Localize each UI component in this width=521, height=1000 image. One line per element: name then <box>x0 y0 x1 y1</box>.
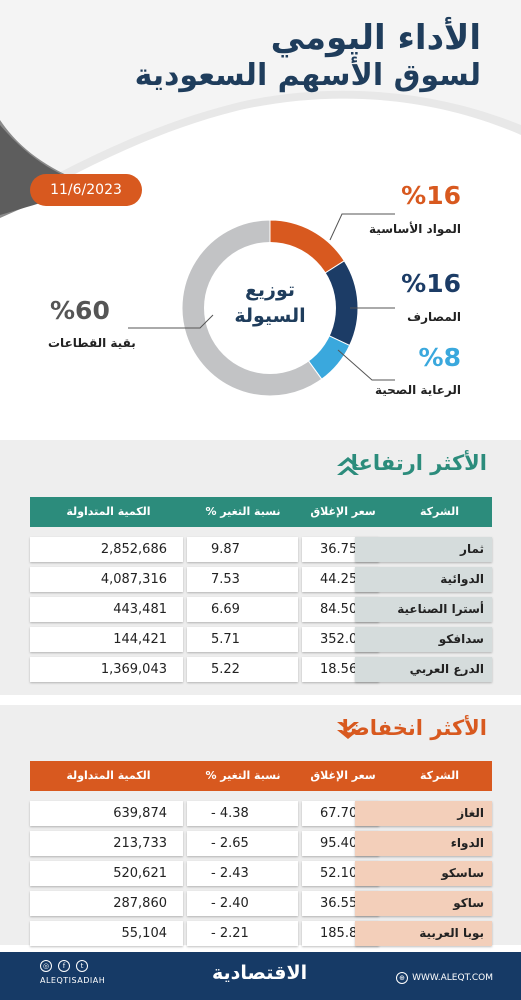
volume-cell: 4,087,316 <box>30 567 183 592</box>
globe-icon: ⊕ <box>396 972 409 984</box>
pct-basic-materials: %16 <box>401 181 461 210</box>
change-cell: - 2.21 <box>187 921 298 946</box>
liquidity-donut <box>181 219 359 397</box>
volume-cell: 443,481 <box>30 597 183 622</box>
gainers-title: الأكثر ارتفاعا <box>350 451 487 475</box>
label-basic-materials: المواد الأساسية <box>369 222 461 236</box>
header-close: سعر الإغلاق <box>310 505 376 518</box>
volume-cell: 55,104 <box>30 921 183 946</box>
company-cell: الدرع العربي <box>355 657 492 682</box>
header-company: الشركة <box>419 769 459 782</box>
losers-table-header: الكمية المتداولة نسبة التغير % سعر الإغل… <box>30 761 492 791</box>
header-change: نسبة التغير % <box>205 505 281 518</box>
table-row: 287,860- 2.40 36.55 ساكو <box>30 891 492 916</box>
donut-center-line2: السيولة <box>234 305 306 327</box>
facebook-icon[interactable]: f <box>58 960 70 972</box>
change-cell: 6.69 <box>187 597 298 622</box>
company-cell: الدوائية <box>355 567 492 592</box>
table-row: 55,104- 2.21 185.80 بوبا العربية <box>30 921 492 946</box>
table-row: 1,369,043 5.22 18.56 الدرع العربي <box>30 657 492 682</box>
volume-cell: 213,733 <box>30 831 183 856</box>
page-title: الأداء اليومي <box>270 18 481 58</box>
table-row: 639,874- 4.38 67.70 الغاز <box>30 801 492 826</box>
arrow-up-icon <box>337 457 359 475</box>
table-row: 2,852,686 9.87 36.75 ثمار <box>30 537 492 562</box>
volume-cell: 1,369,043 <box>30 657 183 682</box>
volume-cell: 144,421 <box>30 627 183 652</box>
volume-cell: 639,874 <box>30 801 183 826</box>
change-cell: 7.53 <box>187 567 298 592</box>
header-close: سعر الإغلاق <box>310 769 376 782</box>
header-volume: الكمية المتداولة <box>66 505 151 518</box>
header-change: نسبة التغير % <box>205 769 281 782</box>
donut-center-label: توزيع السيولة <box>230 277 310 329</box>
volume-cell: 2,852,686 <box>30 537 183 562</box>
change-cell: - 2.65 <box>187 831 298 856</box>
change-cell: - 2.40 <box>187 891 298 916</box>
company-cell: أسترا الصناعية <box>355 597 492 622</box>
pct-other-sectors: %60 <box>50 296 110 325</box>
company-cell: ثمار <box>355 537 492 562</box>
change-cell: 9.87 <box>187 537 298 562</box>
table-row: 520,621- 2.43 52.10 ساسكو <box>30 861 492 886</box>
label-other-sectors: بقية القطاعات <box>48 336 136 350</box>
donut-center-line1: توزيع <box>244 279 296 301</box>
table-row: 144,421 5.71 352.00 سدافكو <box>30 627 492 652</box>
company-cell: بوبا العربية <box>355 921 492 946</box>
arrow-down-icon <box>337 722 359 739</box>
change-cell: 5.22 <box>187 657 298 682</box>
brand-logo: الاقتصادية <box>212 962 308 984</box>
website-url: WWW.ALEQT.COM <box>412 973 493 983</box>
footer: ◎ f t ALEQTISADIAH الاقتصادية ⊕ WWW.ALEQ… <box>0 952 521 1000</box>
page-subtitle: لسوق الأسهم السعودية <box>134 58 481 93</box>
header-volume: الكمية المتداولة <box>66 769 151 782</box>
label-banks: المصارف <box>407 310 461 324</box>
volume-cell: 520,621 <box>30 861 183 886</box>
social-handle[interactable]: ALEQTISADIAH <box>40 976 106 985</box>
header-company: الشركة <box>419 505 459 518</box>
company-cell: ساسكو <box>355 861 492 886</box>
pct-healthcare: %8 <box>418 343 461 372</box>
website-link[interactable]: ⊕ WWW.ALEQT.COM <box>396 972 493 984</box>
company-cell: الدواء <box>355 831 492 856</box>
change-cell: 5.71 <box>187 627 298 652</box>
label-healthcare: الرعاية الصحية <box>374 383 461 397</box>
change-cell: - 4.38 <box>187 801 298 826</box>
social-icons: ◎ f t <box>40 960 105 972</box>
table-row: 213,733- 2.65 95.40 الدواء <box>30 831 492 856</box>
pct-banks: %16 <box>401 269 461 298</box>
date-badge: 11/6/2023 <box>30 174 142 206</box>
donut-center <box>204 242 336 374</box>
company-cell: سدافكو <box>355 627 492 652</box>
table-row: 4,087,316 7.53 44.25 الدوائية <box>30 567 492 592</box>
company-cell: ساكو <box>355 891 492 916</box>
instagram-icon[interactable]: ◎ <box>40 960 52 972</box>
close-cell: 185.80 <box>302 921 379 946</box>
gainers-table-header: الكمية المتداولة نسبة التغير % سعر الإغل… <box>30 497 492 527</box>
social-block: ◎ f t ALEQTISADIAH <box>40 960 105 985</box>
volume-cell: 287,860 <box>30 891 183 916</box>
twitter-icon[interactable]: t <box>76 960 88 972</box>
table-row: 443,481 6.69 84.50 أسترا الصناعية <box>30 597 492 622</box>
company-cell: الغاز <box>355 801 492 826</box>
change-cell: - 2.43 <box>187 861 298 886</box>
losers-title: الأكثر انخفاضا <box>341 716 487 740</box>
